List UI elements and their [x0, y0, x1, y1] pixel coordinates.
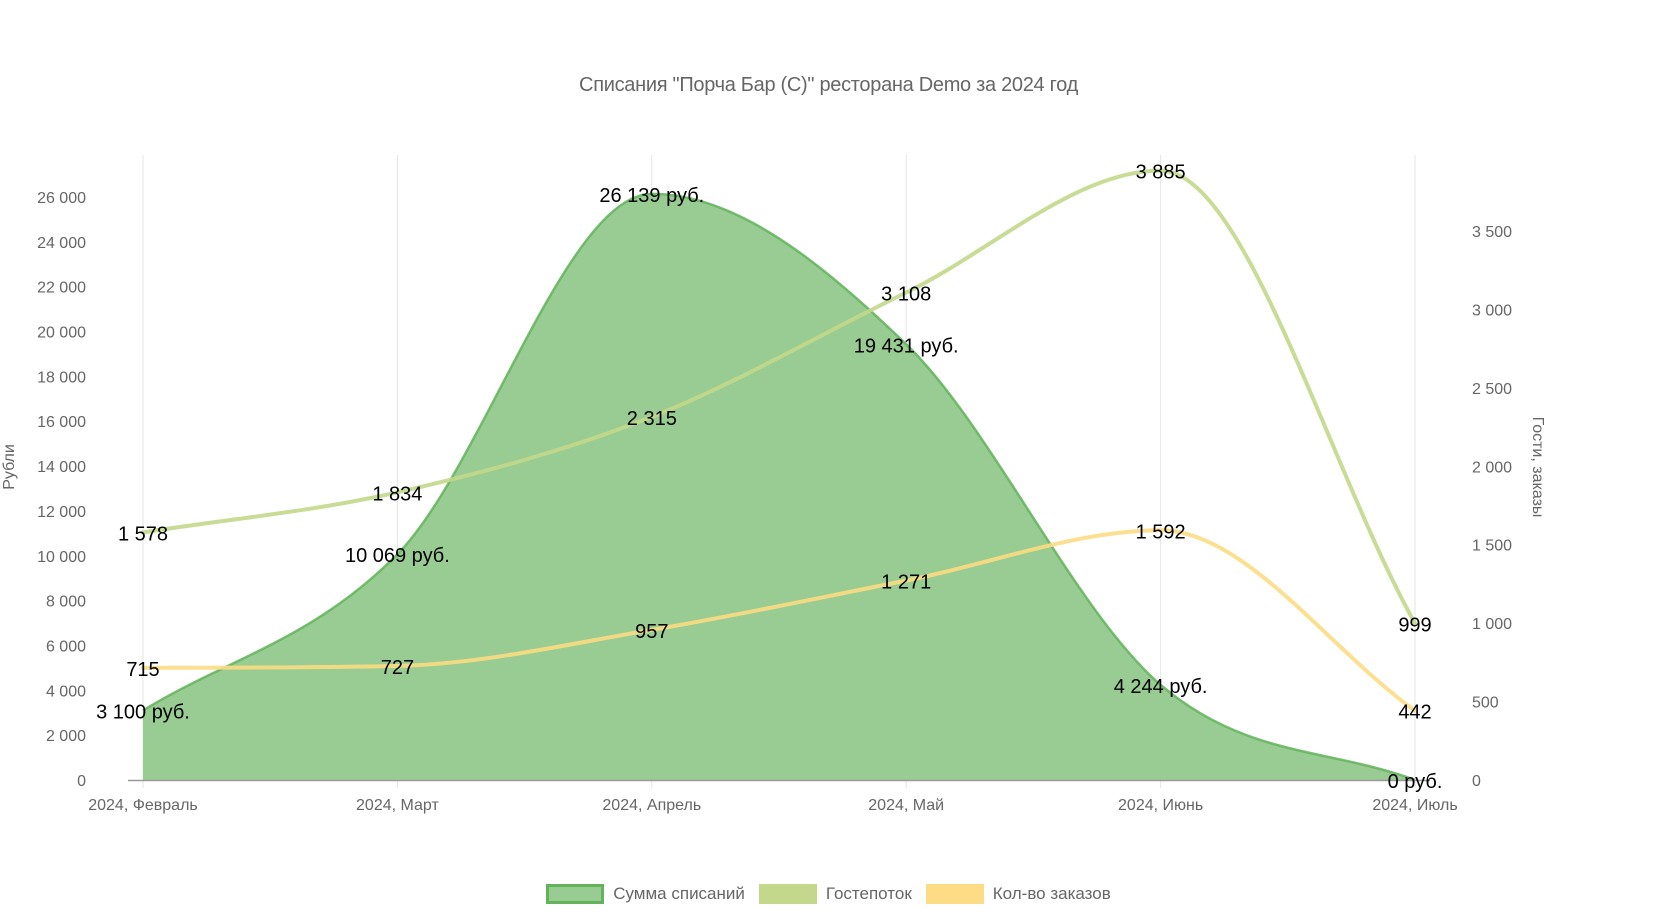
legend-swatch-writeoffs: [546, 884, 605, 904]
y-left-tick-label: 12 000: [37, 504, 86, 521]
x-tick-label: 2024, Февраль: [88, 797, 198, 814]
y-left-tick-label: 20 000: [37, 325, 86, 342]
data-label-orders: 715: [126, 659, 159, 681]
y-right-tick-label: 3 000: [1472, 302, 1512, 319]
data-label-writeoffs: 19 431 руб.: [854, 335, 959, 357]
area-line-writeoffs: [142, 192, 1416, 782]
legend-label-guests: Гостепоток: [825, 884, 912, 903]
data-label-orders: 442: [1398, 702, 1431, 724]
area-fill-writeoffs: [143, 193, 1415, 781]
y-left-tick-label: 0: [77, 773, 86, 790]
data-label-guests: 3 108: [881, 283, 931, 305]
x-tick-label: 2024, Апрель: [602, 797, 701, 814]
y-left-tick-label: 16 000: [37, 414, 86, 431]
series-line-guests: [141, 168, 1417, 626]
legend-swatch-guests: [758, 884, 817, 904]
data-label-writeoffs: 10 069 руб.: [345, 545, 450, 567]
data-label-guests: 2 315: [627, 408, 677, 430]
y-left-tick-label: 6 000: [46, 638, 86, 655]
area-series-layer: [142, 192, 1416, 782]
y-right-tick-label: 1 500: [1472, 538, 1512, 555]
legend-item-writeoffs[interactable]: Сумма списаний: [546, 884, 745, 904]
y-right-axis-title: Гости, заказы: [1529, 417, 1546, 518]
legend-item-guests[interactable]: Гостепоток: [758, 884, 912, 904]
data-label-orders: 957: [635, 621, 668, 643]
line-series-layer: [141, 168, 1417, 713]
data-label-orders: 1 592: [1136, 521, 1186, 543]
data-label-guests: 999: [1398, 614, 1431, 636]
data-labels: 3 100 руб. 10 069 руб. 26 139 руб. 19 431 р…: [96, 162, 1442, 793]
y-left-tick-label: 18 000: [37, 369, 86, 386]
x-tick-label: 2024, Май: [868, 797, 944, 814]
x-tick-label: 2024, Июнь: [1118, 797, 1203, 814]
data-label-writeoffs: 4 244 руб.: [1114, 676, 1208, 698]
data-label-writeoffs: 3 100 руб.: [96, 701, 190, 723]
y-left-tick-label: 26 000: [37, 190, 86, 207]
data-label-orders: 727: [381, 657, 414, 679]
data-label-guests: 1 578: [118, 523, 168, 545]
axes: 0 2 000 4 000 6 000 8 000 10 000 12 000 14 000 1…: [1, 190, 1546, 814]
series-line-orders: [141, 528, 1417, 713]
legend-label-writeoffs: Сумма списаний: [613, 884, 745, 903]
y-right-tick-label: 3 500: [1472, 224, 1512, 241]
y-right-tick-label: 500: [1472, 695, 1499, 712]
legend: Сумма списаний Гостепоток Кол-во заказов: [0, 884, 1657, 904]
chart-title: Списания "Порча Бар (С)" ресторана Demo …: [579, 74, 1078, 96]
y-left-axis-title: Рубли: [1, 444, 18, 490]
y-right-tick-label: 2 000: [1472, 459, 1512, 476]
data-label-guests: 3 885: [1136, 162, 1186, 184]
data-label-orders: 1 271: [881, 572, 931, 594]
y-left-tick-label: 2 000: [46, 728, 86, 745]
legend-item-orders[interactable]: Кол-во заказов: [925, 884, 1111, 904]
x-tick-label: 2024, Март: [356, 797, 439, 814]
y-right-tick-label: 2 500: [1472, 381, 1512, 398]
data-label-guests: 1 834: [372, 483, 422, 505]
x-tick-label: 2024, Июль: [1372, 797, 1457, 814]
legend-swatch-orders: [925, 884, 984, 904]
y-left-tick-label: 24 000: [37, 235, 86, 252]
y-left-tick-label: 8 000: [46, 594, 86, 611]
y-right-tick-label: 0: [1472, 773, 1481, 790]
data-label-writeoffs: 26 139 руб.: [599, 185, 704, 207]
y-left-tick-label: 10 000: [37, 549, 86, 566]
y-left-tick-label: 14 000: [37, 459, 86, 476]
y-left-tick-label: 22 000: [37, 280, 86, 297]
y-left-tick-label: 4 000: [46, 683, 86, 700]
data-label-writeoffs: 0 руб.: [1388, 771, 1443, 793]
y-right-tick-label: 1 000: [1472, 616, 1512, 633]
legend-label-orders: Кол-во заказов: [992, 884, 1111, 903]
